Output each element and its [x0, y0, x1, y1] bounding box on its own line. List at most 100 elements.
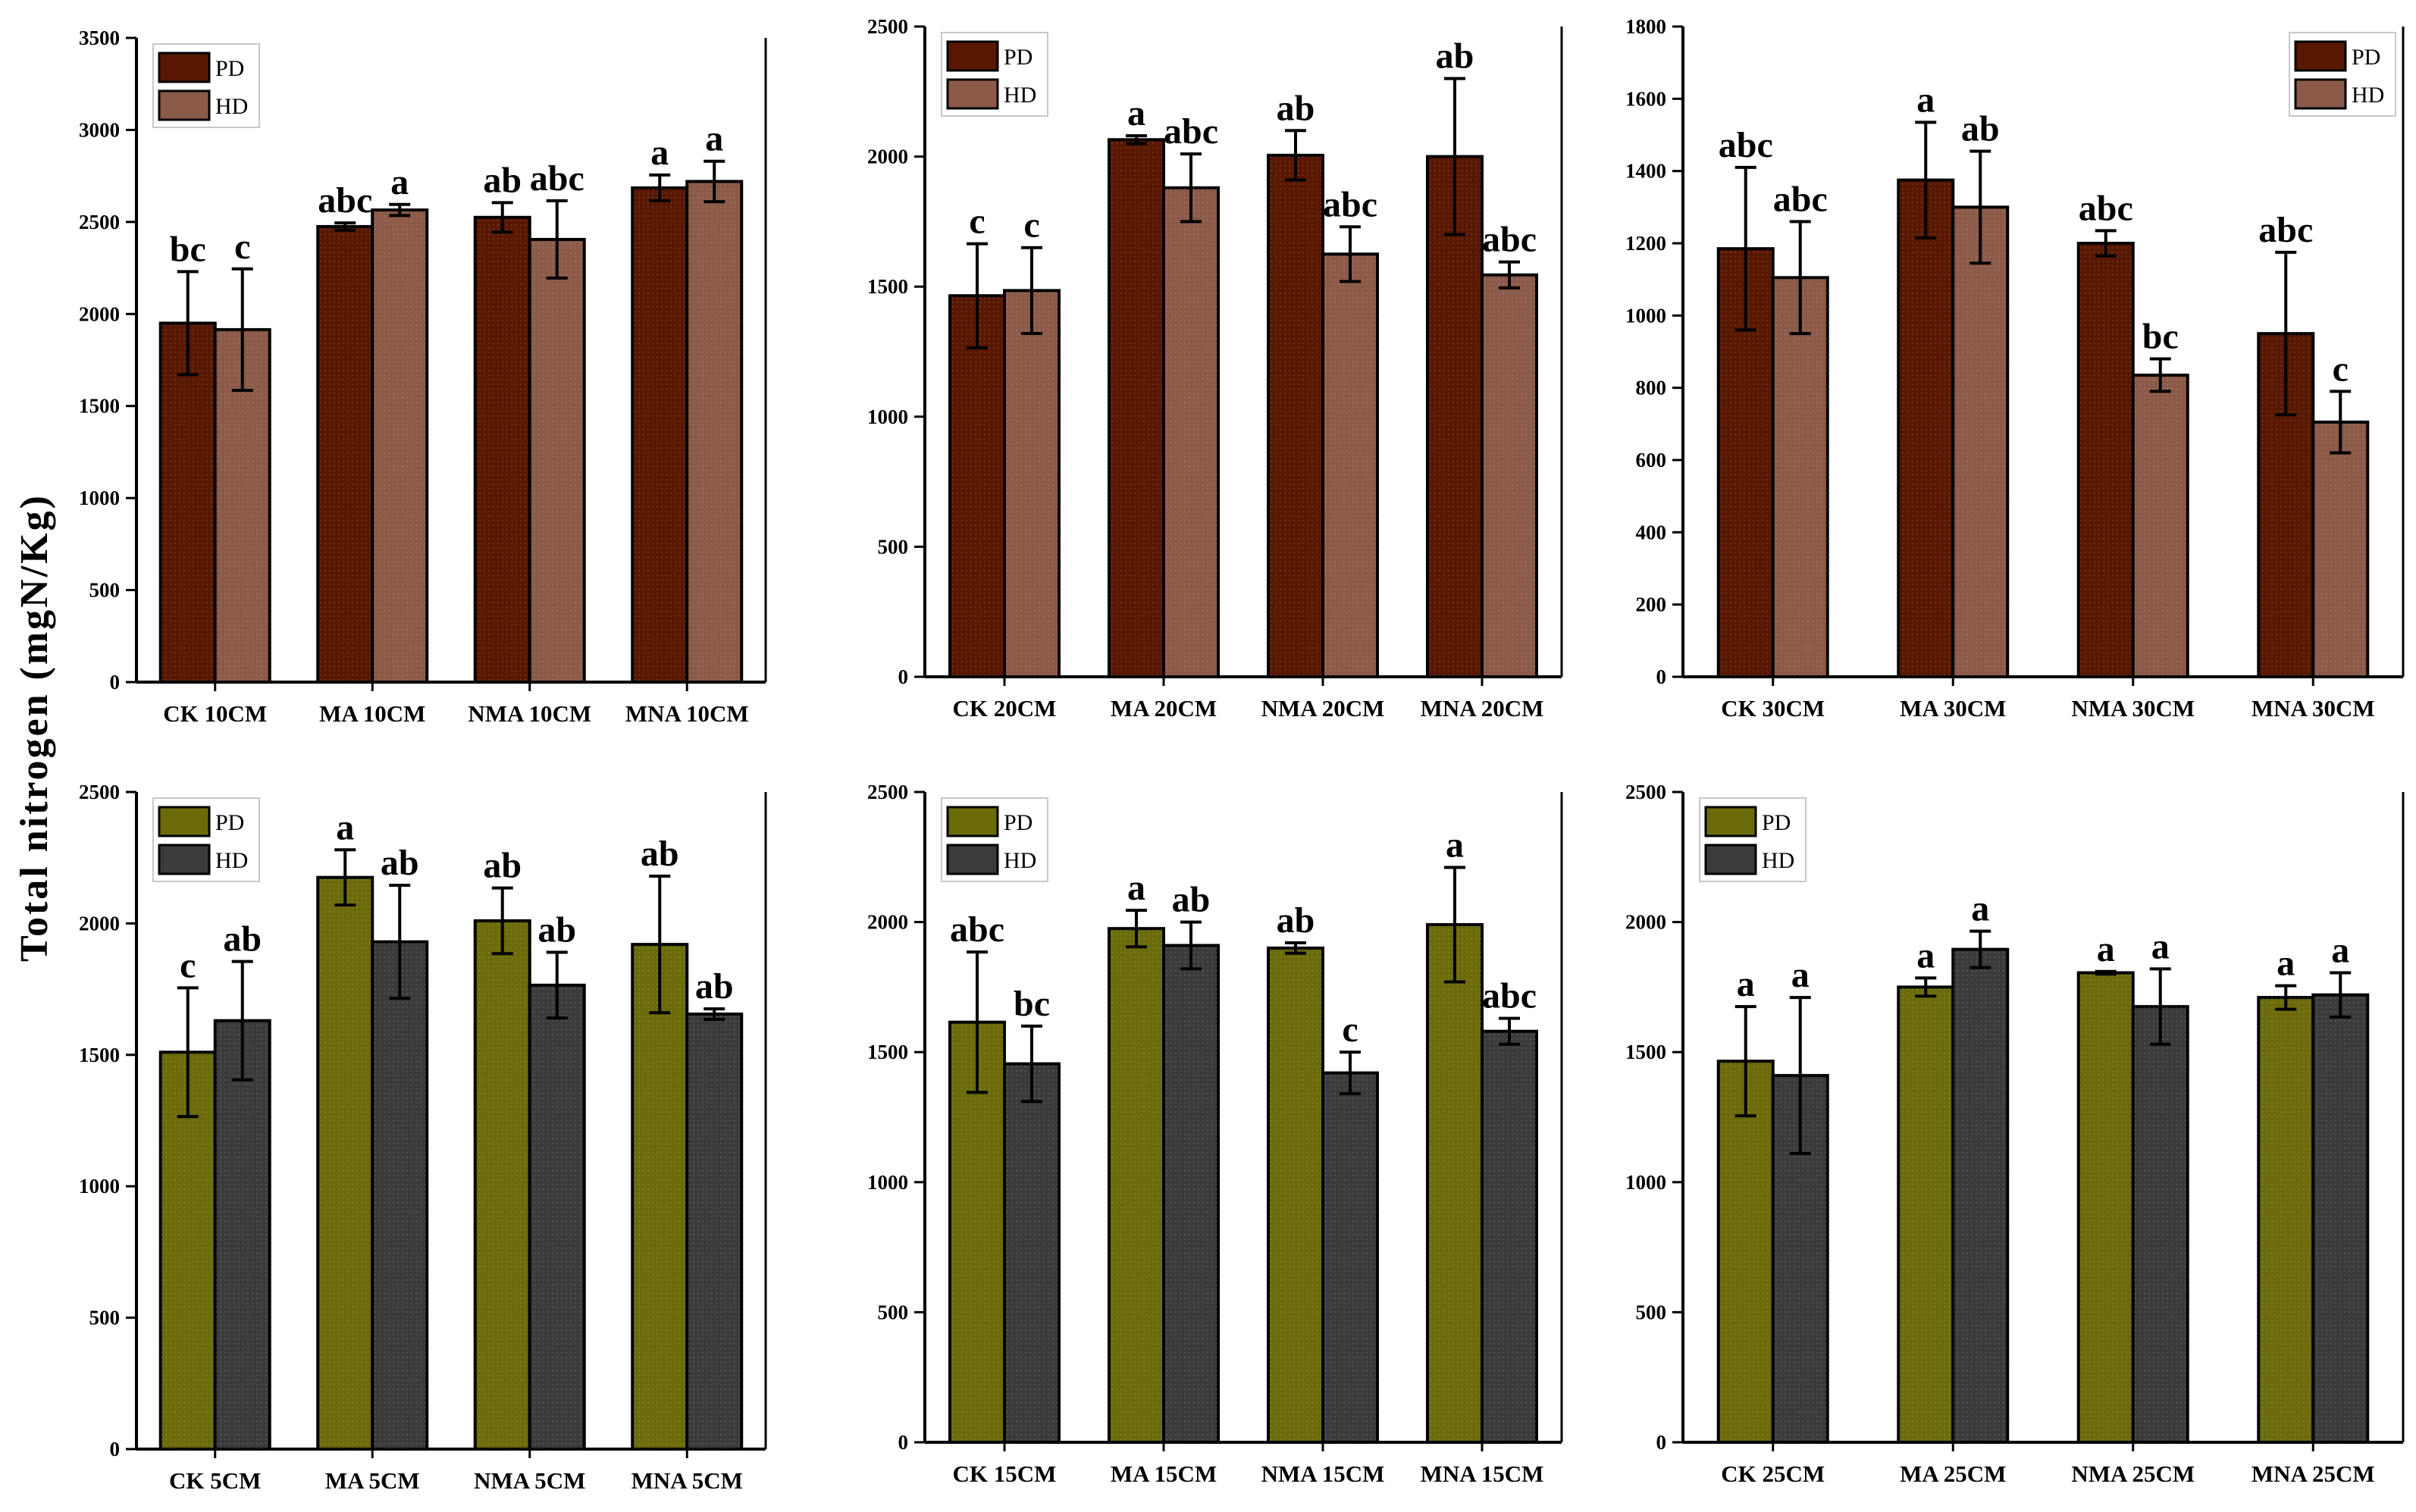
bar-texture: [2078, 243, 2133, 677]
bar-texture: [1953, 949, 2008, 1442]
legend: PD HD: [152, 43, 260, 128]
x-tick-label-nma-20cm: NMA 20CM: [1261, 695, 1385, 722]
x-tick-label-mna-25cm: MNA 25CM: [2251, 1460, 2375, 1487]
y-tick-label: 3500: [79, 27, 120, 49]
y-tick-label: 800: [1636, 377, 1667, 399]
y-tick-label: 1000: [79, 1175, 120, 1197]
x-tick-label-mna-30cm: MNA 30CM: [2251, 695, 2375, 722]
significance-label: a: [390, 162, 409, 202]
legend: PD HD: [941, 797, 1048, 882]
x-tick-label-ck-30cm: CK 30CM: [1721, 695, 1825, 722]
legend-swatch-pd: [158, 52, 211, 83]
significance-label: ab: [1961, 108, 2000, 149]
legend-swatch-hd: [946, 78, 999, 110]
significance-label: c: [180, 945, 196, 985]
legend-swatch-hd: [2294, 78, 2347, 110]
x-tick-label-ma-20cm: MA 20CM: [1111, 695, 1217, 722]
x-tick-label-ck-10cm: CK 10CM: [163, 700, 267, 727]
significance-label: a: [1916, 935, 1935, 975]
y-tick-label: 1000: [867, 405, 908, 428]
bar-texture: [2078, 972, 2133, 1442]
panel-ck-10cm: 0 500 1000 1500 2000 2500 3000 3500 CK 10CM bc c MA…: [79, 27, 767, 727]
bar-texture: [2258, 997, 2314, 1442]
legend-swatch-hd: [946, 844, 999, 875]
bar-texture: [1772, 277, 1828, 677]
y-tick-label: 1400: [1625, 160, 1666, 183]
bar-texture: [2132, 1006, 2188, 1442]
y-tick-label: 1500: [1625, 1041, 1666, 1063]
legend-swatch-pd: [158, 806, 211, 837]
x-tick-label-ck-15cm: CK 15CM: [953, 1460, 1057, 1487]
legend-label-pd: PD: [1004, 810, 1033, 835]
bar-texture: [687, 1014, 742, 1449]
significance-label: ab: [483, 160, 522, 200]
significance-label: bc: [170, 229, 206, 269]
figure-ylabel: Total nitrogen (mgN/Kg): [13, 493, 56, 962]
y-tick-label: 2500: [79, 781, 120, 803]
significance-label: abc: [2258, 210, 2313, 250]
bar-texture: [1427, 156, 1482, 678]
significance-label: ab: [1436, 36, 1474, 77]
significance-label: c: [1023, 205, 1039, 246]
significance-label: abc: [950, 909, 1004, 950]
significance-label: a: [1127, 868, 1145, 908]
bar-texture: [1109, 139, 1164, 678]
significance-label: a: [650, 133, 669, 173]
bar-texture: [1004, 1063, 1059, 1442]
significance-label: a: [2097, 929, 2115, 969]
significance-label: c: [969, 202, 985, 242]
y-tick-label: 1500: [867, 275, 908, 298]
x-tick-label-mna-5cm: MNA 5CM: [631, 1467, 743, 1494]
significance-label: abc: [2079, 188, 2133, 228]
significance-label: a: [2331, 931, 2349, 971]
significance-label: bc: [1014, 984, 1050, 1024]
bar-texture: [1482, 1031, 1537, 1442]
significance-label: abc: [318, 180, 372, 221]
x-tick-label-nma-10cm: NMA 10CM: [468, 700, 591, 727]
x-tick-label-ck-20cm: CK 20CM: [953, 695, 1057, 722]
y-tick-label: 3000: [79, 118, 120, 141]
significance-label: abc: [1164, 111, 1218, 152]
x-tick-label-mna-20cm: MNA 20CM: [1421, 695, 1544, 722]
significance-label: a: [1791, 955, 1810, 995]
significance-label: a: [705, 119, 723, 159]
y-tick-label: 1500: [79, 395, 120, 418]
legend-swatch-hd: [158, 89, 211, 121]
bar-texture: [1164, 187, 1218, 677]
significance-label: c: [1342, 1010, 1358, 1050]
y-tick-label: 2500: [79, 211, 120, 233]
significance-label: abc: [1773, 179, 1828, 219]
y-tick-label: 500: [878, 535, 909, 558]
x-tick-label-nma-15cm: NMA 15CM: [1261, 1460, 1385, 1487]
y-tick-label: 2000: [867, 911, 908, 934]
bar-texture: [529, 239, 584, 682]
y-tick-label: 2000: [867, 146, 908, 168]
y-tick-label: 1200: [1625, 232, 1666, 255]
x-tick-label-ma-10cm: MA 10CM: [319, 700, 425, 727]
legend: PD HD: [941, 32, 1048, 117]
y-tick-label: 1800: [1625, 15, 1666, 38]
bar-texture: [1004, 290, 1059, 677]
y-tick-label: 500: [89, 1307, 121, 1329]
bar-texture: [372, 210, 428, 683]
y-tick-label: 0: [898, 1431, 909, 1454]
bar-texture: [1268, 947, 1323, 1442]
bar-texture: [160, 323, 215, 682]
bar-texture: [687, 181, 742, 682]
significance-label: ab: [1172, 880, 1211, 920]
x-tick-label-mna-15cm: MNA 15CM: [1421, 1460, 1544, 1487]
significance-label: a: [336, 807, 354, 847]
y-tick-label: 200: [1636, 593, 1667, 616]
significance-label: ab: [537, 910, 576, 950]
bar-texture: [160, 1052, 215, 1449]
y-tick-label: 0: [1656, 1431, 1667, 1454]
y-tick-label: 0: [898, 665, 909, 688]
bar-texture: [372, 941, 428, 1449]
y-tick-label: 1000: [867, 1171, 908, 1194]
bar-texture: [1268, 155, 1323, 677]
significance-label: abc: [1323, 184, 1377, 224]
legend-swatch-hd: [1704, 844, 1757, 875]
